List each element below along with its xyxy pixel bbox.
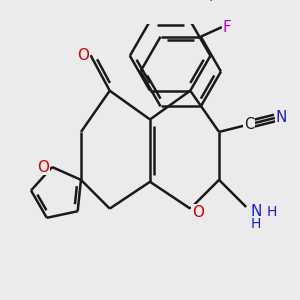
Text: F: F: [209, 0, 218, 4]
Text: H: H: [250, 217, 261, 231]
Text: F: F: [222, 20, 231, 34]
Text: N: N: [276, 110, 287, 125]
Text: O: O: [38, 160, 50, 175]
Text: N: N: [250, 204, 261, 219]
Text: C: C: [244, 117, 254, 132]
Text: H: H: [267, 205, 277, 219]
Text: O: O: [77, 48, 89, 63]
Text: O: O: [192, 205, 204, 220]
